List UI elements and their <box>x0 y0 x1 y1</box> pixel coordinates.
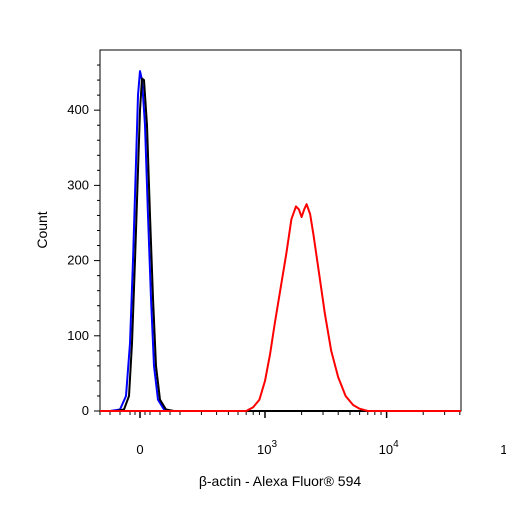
histogram-series-1 <box>100 70 461 412</box>
series-layer <box>100 70 461 412</box>
y-tick-label: 100 <box>67 328 89 343</box>
y-axis-label: Count <box>34 211 50 248</box>
x-tick-exponent: 3 <box>271 439 277 450</box>
x-tick-exponent: 4 <box>393 439 399 450</box>
y-tick-label: 0 <box>82 403 89 418</box>
x-tick-label: 103 <box>257 439 277 457</box>
y-tick-label: 400 <box>67 102 89 117</box>
y-axis: 0 100 200 300 400 <box>67 64 100 418</box>
x-tick-label: 0 <box>136 442 143 457</box>
x-axis-label: β-actin - Alexa Fluor® 594 <box>199 473 362 489</box>
histogram-series-2 <box>100 77 461 412</box>
x-tick-label: 105 <box>500 439 506 457</box>
y-tick-label: 300 <box>67 177 89 192</box>
histogram-series-3 <box>100 203 461 412</box>
x-tick-label: 104 <box>379 439 399 457</box>
x-axis: 0 103 104 105 <box>99 411 506 457</box>
y-tick-label: 200 <box>67 253 89 268</box>
